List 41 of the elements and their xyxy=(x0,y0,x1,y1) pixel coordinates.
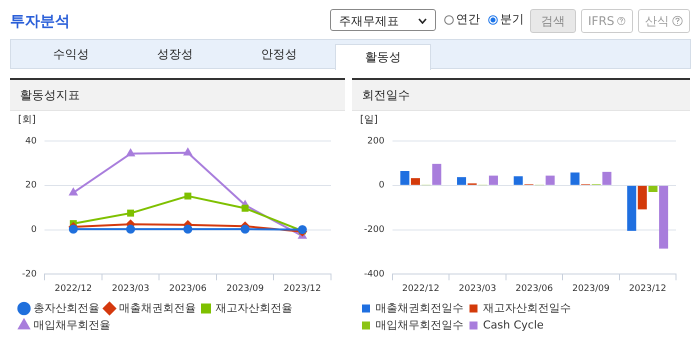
text: 수익성 xyxy=(52,46,90,63)
text: 검색 xyxy=(530,9,576,33)
legend-label: 매출채권회전일수 xyxy=(376,301,464,314)
legend-label: 총자산회전율 xyxy=(34,301,100,314)
y-tick-label: 0 xyxy=(30,225,37,236)
y-tick-label: 20 xyxy=(25,180,37,191)
legend-label: 재고자산회전일수 xyxy=(483,301,571,314)
x-tick-label: 2022/12 xyxy=(54,284,92,294)
x-tick-label: 2023/03 xyxy=(458,284,496,294)
y-tick-label: 40 xyxy=(25,136,37,146)
legend-label: 매입채무회전일수 xyxy=(376,318,464,332)
x-tick-label: 2023/09 xyxy=(226,284,264,294)
text: 안정성 xyxy=(260,46,298,63)
chart-title: 회전일수 xyxy=(352,80,690,111)
legend-label: 매출채권회전율 xyxy=(119,301,196,314)
text: 성장성 xyxy=(156,46,194,63)
x-tick-label: 2023/12 xyxy=(628,284,666,294)
text: 분기 xyxy=(499,11,524,28)
y-axis-title: [일] xyxy=(360,114,378,126)
text: 활동성 xyxy=(335,44,431,70)
text: 투자분석 xyxy=(10,12,70,31)
text: 산식 xyxy=(638,9,690,33)
chart-title: 활동성지표 xyxy=(10,80,345,111)
text: 주재무제표 xyxy=(330,9,436,31)
x-tick-label: 2023/06 xyxy=(169,284,207,294)
y-tick-label: -20 xyxy=(22,270,37,280)
y-tick-label: -400 xyxy=(364,270,385,280)
legend-label: 재고자산회전율 xyxy=(216,301,292,314)
x-tick-label: 2023/09 xyxy=(572,284,610,294)
legend-label: Cash Cycle xyxy=(483,318,544,332)
x-tick-label: 2023/12 xyxy=(284,284,322,294)
legend-label: 매입채무회전율 xyxy=(34,318,110,332)
x-tick-label: 2022/12 xyxy=(402,284,440,294)
y-tick-label: 200 xyxy=(367,136,385,146)
x-tick-label: 2023/06 xyxy=(516,284,554,294)
y-tick-label: -200 xyxy=(364,225,385,236)
text: 연간 xyxy=(455,11,480,28)
y-axis-title: [회] xyxy=(18,114,36,126)
x-tick-label: 2023/03 xyxy=(112,284,150,294)
y-tick-label: 0 xyxy=(378,180,385,191)
text: IFRS xyxy=(581,9,633,33)
